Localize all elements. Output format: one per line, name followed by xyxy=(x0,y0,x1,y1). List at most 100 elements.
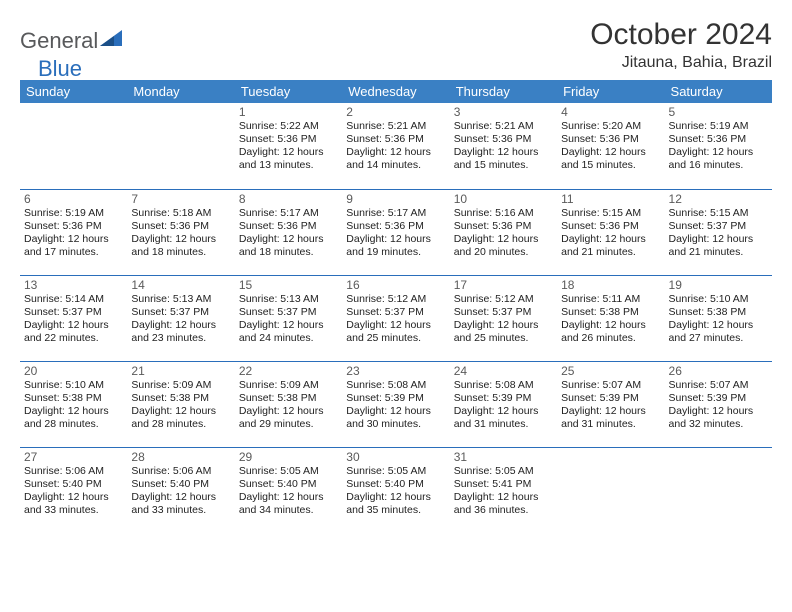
daylight-text: Daylight: 12 hours and 20 minutes. xyxy=(454,233,553,259)
daylight-text: Daylight: 12 hours and 16 minutes. xyxy=(669,146,768,172)
day-number: 14 xyxy=(131,278,230,292)
sunset-text: Sunset: 5:38 PM xyxy=(239,392,338,405)
daylight-text: Daylight: 12 hours and 23 minutes. xyxy=(131,319,230,345)
day-header: Sunday xyxy=(20,80,127,103)
sunrise-text: Sunrise: 5:09 AM xyxy=(239,379,338,392)
daylight-text: Daylight: 12 hours and 28 minutes. xyxy=(131,405,230,431)
day-cell xyxy=(557,447,664,533)
sunrise-text: Sunrise: 5:08 AM xyxy=(346,379,445,392)
sunset-text: Sunset: 5:36 PM xyxy=(131,220,230,233)
sunrise-text: Sunrise: 5:05 AM xyxy=(346,465,445,478)
day-cell: 27Sunrise: 5:06 AMSunset: 5:40 PMDayligh… xyxy=(20,447,127,533)
sunset-text: Sunset: 5:36 PM xyxy=(346,133,445,146)
week-row: 1Sunrise: 5:22 AMSunset: 5:36 PMDaylight… xyxy=(20,103,772,189)
day-number: 15 xyxy=(239,278,338,292)
sunrise-text: Sunrise: 5:14 AM xyxy=(24,293,123,306)
sunrise-text: Sunrise: 5:10 AM xyxy=(669,293,768,306)
daylight-text: Daylight: 12 hours and 31 minutes. xyxy=(454,405,553,431)
day-number: 12 xyxy=(669,192,768,206)
day-cell: 7Sunrise: 5:18 AMSunset: 5:36 PMDaylight… xyxy=(127,189,234,275)
day-cell: 3Sunrise: 5:21 AMSunset: 5:36 PMDaylight… xyxy=(450,103,557,189)
daylight-text: Daylight: 12 hours and 21 minutes. xyxy=(561,233,660,259)
daylight-text: Daylight: 12 hours and 34 minutes. xyxy=(239,491,338,517)
sunset-text: Sunset: 5:40 PM xyxy=(346,478,445,491)
daylight-text: Daylight: 12 hours and 30 minutes. xyxy=(346,405,445,431)
sunset-text: Sunset: 5:36 PM xyxy=(346,220,445,233)
day-cell: 28Sunrise: 5:06 AMSunset: 5:40 PMDayligh… xyxy=(127,447,234,533)
logo-triangle-icon xyxy=(100,30,122,53)
sunrise-text: Sunrise: 5:16 AM xyxy=(454,207,553,220)
sunset-text: Sunset: 5:36 PM xyxy=(239,220,338,233)
day-cell: 11Sunrise: 5:15 AMSunset: 5:36 PMDayligh… xyxy=(557,189,664,275)
day-cell: 17Sunrise: 5:12 AMSunset: 5:37 PMDayligh… xyxy=(450,275,557,361)
sunrise-text: Sunrise: 5:18 AM xyxy=(131,207,230,220)
day-cell: 16Sunrise: 5:12 AMSunset: 5:37 PMDayligh… xyxy=(342,275,449,361)
sunset-text: Sunset: 5:37 PM xyxy=(24,306,123,319)
sunset-text: Sunset: 5:40 PM xyxy=(131,478,230,491)
day-cell: 18Sunrise: 5:11 AMSunset: 5:38 PMDayligh… xyxy=(557,275,664,361)
day-cell: 8Sunrise: 5:17 AMSunset: 5:36 PMDaylight… xyxy=(235,189,342,275)
daylight-text: Daylight: 12 hours and 32 minutes. xyxy=(669,405,768,431)
logo-text-blue: Blue xyxy=(38,56,82,82)
day-cell: 24Sunrise: 5:08 AMSunset: 5:39 PMDayligh… xyxy=(450,361,557,447)
day-number: 19 xyxy=(669,278,768,292)
day-cell: 14Sunrise: 5:13 AMSunset: 5:37 PMDayligh… xyxy=(127,275,234,361)
daylight-text: Daylight: 12 hours and 25 minutes. xyxy=(346,319,445,345)
daylight-text: Daylight: 12 hours and 24 minutes. xyxy=(239,319,338,345)
day-number: 5 xyxy=(669,105,768,119)
daylight-text: Daylight: 12 hours and 29 minutes. xyxy=(239,405,338,431)
sunset-text: Sunset: 5:38 PM xyxy=(561,306,660,319)
sunset-text: Sunset: 5:39 PM xyxy=(346,392,445,405)
sunrise-text: Sunrise: 5:06 AM xyxy=(131,465,230,478)
week-row: 6Sunrise: 5:19 AMSunset: 5:36 PMDaylight… xyxy=(20,189,772,275)
day-number: 31 xyxy=(454,450,553,464)
day-cell: 19Sunrise: 5:10 AMSunset: 5:38 PMDayligh… xyxy=(665,275,772,361)
day-number: 10 xyxy=(454,192,553,206)
sunrise-text: Sunrise: 5:09 AM xyxy=(131,379,230,392)
daylight-text: Daylight: 12 hours and 15 minutes. xyxy=(454,146,553,172)
daylight-text: Daylight: 12 hours and 25 minutes. xyxy=(454,319,553,345)
day-header: Thursday xyxy=(450,80,557,103)
sunrise-text: Sunrise: 5:07 AM xyxy=(561,379,660,392)
day-header: Wednesday xyxy=(342,80,449,103)
day-cell: 25Sunrise: 5:07 AMSunset: 5:39 PMDayligh… xyxy=(557,361,664,447)
daylight-text: Daylight: 12 hours and 22 minutes. xyxy=(24,319,123,345)
day-number: 4 xyxy=(561,105,660,119)
daylight-text: Daylight: 12 hours and 14 minutes. xyxy=(346,146,445,172)
day-number: 13 xyxy=(24,278,123,292)
day-cell xyxy=(665,447,772,533)
day-cell: 23Sunrise: 5:08 AMSunset: 5:39 PMDayligh… xyxy=(342,361,449,447)
day-cell: 10Sunrise: 5:16 AMSunset: 5:36 PMDayligh… xyxy=(450,189,557,275)
daylight-text: Daylight: 12 hours and 19 minutes. xyxy=(346,233,445,259)
day-cell: 9Sunrise: 5:17 AMSunset: 5:36 PMDaylight… xyxy=(342,189,449,275)
daylight-text: Daylight: 12 hours and 15 minutes. xyxy=(561,146,660,172)
day-number: 3 xyxy=(454,105,553,119)
day-number: 6 xyxy=(24,192,123,206)
daylight-text: Daylight: 12 hours and 28 minutes. xyxy=(24,405,123,431)
daylight-text: Daylight: 12 hours and 18 minutes. xyxy=(131,233,230,259)
day-number: 28 xyxy=(131,450,230,464)
day-number: 30 xyxy=(346,450,445,464)
daylight-text: Daylight: 12 hours and 27 minutes. xyxy=(669,319,768,345)
day-number: 21 xyxy=(131,364,230,378)
sunset-text: Sunset: 5:38 PM xyxy=(24,392,123,405)
sunrise-text: Sunrise: 5:20 AM xyxy=(561,120,660,133)
location: Jitauna, Bahia, Brazil xyxy=(590,54,772,72)
sunset-text: Sunset: 5:37 PM xyxy=(131,306,230,319)
sunrise-text: Sunrise: 5:11 AM xyxy=(561,293,660,306)
day-number: 25 xyxy=(561,364,660,378)
sunset-text: Sunset: 5:41 PM xyxy=(454,478,553,491)
day-cell: 1Sunrise: 5:22 AMSunset: 5:36 PMDaylight… xyxy=(235,103,342,189)
week-row: 20Sunrise: 5:10 AMSunset: 5:38 PMDayligh… xyxy=(20,361,772,447)
sunrise-text: Sunrise: 5:22 AM xyxy=(239,120,338,133)
daylight-text: Daylight: 12 hours and 26 minutes. xyxy=(561,319,660,345)
sunrise-text: Sunrise: 5:13 AM xyxy=(131,293,230,306)
day-number: 22 xyxy=(239,364,338,378)
day-cell: 31Sunrise: 5:05 AMSunset: 5:41 PMDayligh… xyxy=(450,447,557,533)
daylight-text: Daylight: 12 hours and 31 minutes. xyxy=(561,405,660,431)
sunrise-text: Sunrise: 5:17 AM xyxy=(239,207,338,220)
sunset-text: Sunset: 5:39 PM xyxy=(669,392,768,405)
day-number: 9 xyxy=(346,192,445,206)
day-number: 20 xyxy=(24,364,123,378)
sunrise-text: Sunrise: 5:10 AM xyxy=(24,379,123,392)
